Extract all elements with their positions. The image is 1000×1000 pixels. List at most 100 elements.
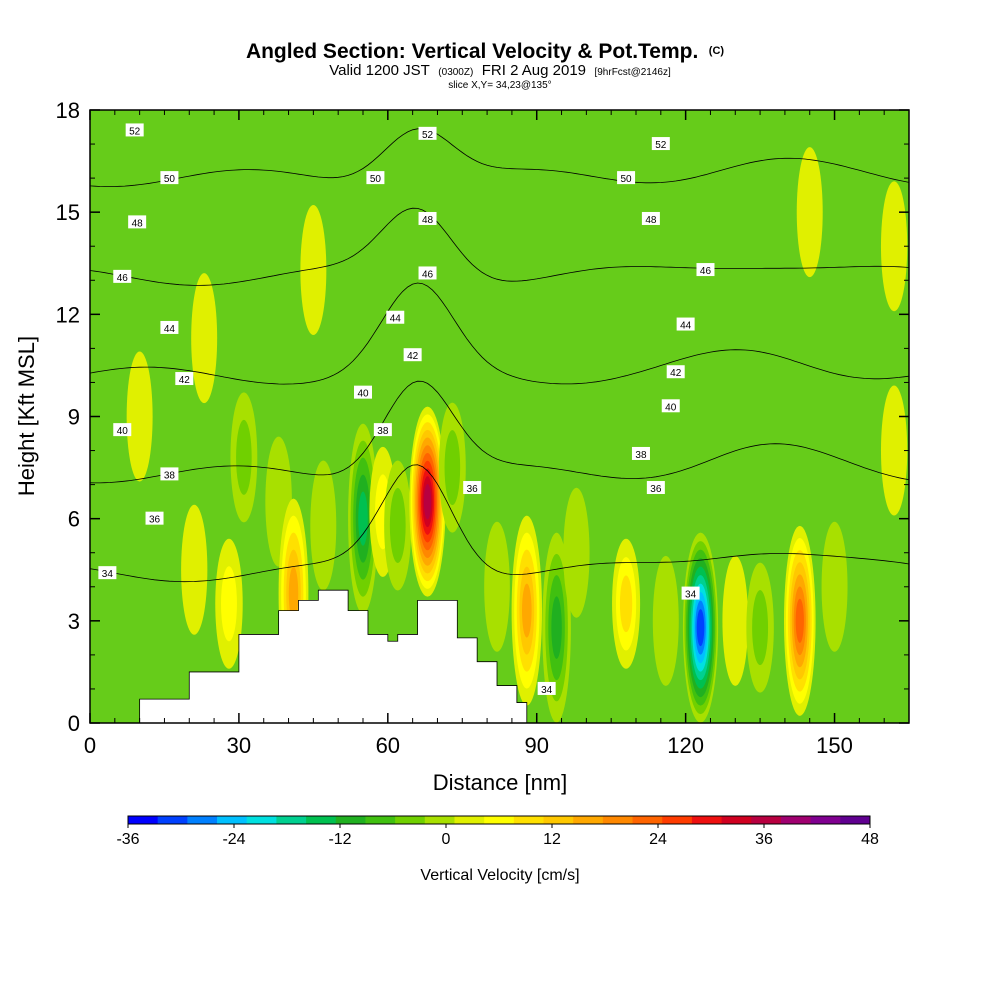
colorbar-swatch <box>691 816 723 824</box>
velocity-band <box>880 181 908 312</box>
y-tick-label: 9 <box>68 405 80 430</box>
isentrope-label-bg <box>160 320 179 334</box>
velocity-band <box>236 419 252 495</box>
velocity-cell <box>215 538 243 669</box>
colorbar-swatch <box>484 816 515 824</box>
isentrope-label-text: 42 <box>179 375 191 386</box>
colorbar-swatch <box>187 816 218 824</box>
colorbar-swatch <box>513 816 545 824</box>
isentrope-label: 34 <box>681 586 700 601</box>
colorbar-tick-label: 0 <box>442 831 451 848</box>
valid-time-utc: (0300Z) <box>438 67 473 78</box>
velocity-cell <box>783 525 816 716</box>
velocity-band <box>652 555 679 686</box>
velocity-band <box>221 566 237 642</box>
valid-time-date: FRI 2 Aug 2019 <box>482 62 586 79</box>
x-tick-label: 0 <box>84 733 96 758</box>
isentrope-label-text: 52 <box>129 126 141 137</box>
isentrope-label: 38 <box>160 467 179 481</box>
isentrope-label-text: 40 <box>665 402 677 413</box>
isentrope-label: 42 <box>403 348 422 362</box>
velocity-cell <box>409 406 446 597</box>
isentrope-label-text: 50 <box>370 174 382 185</box>
isentrope-label-bg <box>160 171 179 185</box>
isentrope-label-text: 44 <box>164 324 176 335</box>
isentrope-line <box>90 464 909 583</box>
terrain <box>139 589 528 723</box>
isentrope-label-text: 48 <box>645 215 657 226</box>
colorbar-swatch <box>306 816 337 824</box>
velocity-cell <box>652 555 679 686</box>
isentrope-label-bg <box>418 126 437 140</box>
velocity-cell <box>230 392 258 523</box>
velocity-cell <box>821 521 848 652</box>
isentrope-label-bg <box>666 365 685 379</box>
isentrope-label: 34 <box>537 681 556 696</box>
plot-area: 34 34 34 36 36 36 38 38 38 40 40 40 42 42 42 44 44 44 46 46… <box>89 109 910 724</box>
colorbar-swatch <box>840 816 871 824</box>
colorbar-swatch <box>157 816 188 824</box>
velocity-cell <box>563 487 590 618</box>
y-tick-label: 0 <box>68 711 80 736</box>
isentrope-label-bg <box>113 269 132 283</box>
isentrope-label-text: 48 <box>422 215 434 226</box>
isentrope-label-text: 50 <box>621 174 633 185</box>
colorbar-swatch <box>128 816 159 824</box>
isentrope-label: 40 <box>354 385 372 400</box>
velocity-cell <box>348 423 378 614</box>
isentrope-label-bg <box>373 423 392 437</box>
velocity-cell <box>722 555 749 686</box>
isentrope-label-bg <box>145 511 164 525</box>
velocity-cell <box>181 504 208 635</box>
isentrope-label-text: 38 <box>164 470 176 481</box>
colorbar-title: Vertical Velocity [cm/s] <box>420 867 579 884</box>
isentrope-label-bg <box>366 171 385 185</box>
colorbar-swatch <box>662 816 693 824</box>
isentrope-label-bg <box>160 467 179 481</box>
isentrope-label: 36 <box>646 481 665 495</box>
colorbar-swatch <box>751 816 782 824</box>
colorbar-swatch <box>217 816 248 824</box>
isentrope-label-text: 42 <box>670 368 682 379</box>
x-tick-label: 30 <box>227 733 251 758</box>
colorbar-frame <box>127 815 871 825</box>
velocity-band <box>551 596 562 659</box>
velocity-band <box>423 483 432 520</box>
terrain-silhouette <box>139 589 528 723</box>
x-axis-label: Distance [nm] <box>433 770 568 795</box>
isentrope-label-text: 44 <box>680 321 692 332</box>
velocity-cell <box>796 147 823 278</box>
x-tick-label: 150 <box>816 733 853 758</box>
velocity-band <box>521 583 532 638</box>
velocity-band <box>288 566 299 621</box>
colorbar-tick-label: 48 <box>861 831 879 848</box>
forecast-label: [9hrFcst@2146z] <box>594 67 671 78</box>
colorbar-swatch <box>543 816 574 824</box>
colorbar-swatch <box>602 816 634 824</box>
velocity-band <box>300 205 327 336</box>
isentrope-label: 40 <box>661 399 680 413</box>
isentrope-line <box>90 128 909 187</box>
chart-title: Angled Section: Vertical Velocity & Pot.… <box>246 40 724 63</box>
isentrope-label-bg <box>463 481 482 495</box>
isentrope-label-text: 34 <box>541 685 553 696</box>
velocity-band <box>191 273 218 404</box>
velocity-band <box>389 487 406 563</box>
velocity-band <box>696 609 705 647</box>
isentrope-label-bg <box>631 446 650 460</box>
velocity-cell <box>612 538 641 669</box>
isentrope-label-text: 36 <box>650 484 662 495</box>
isentrope-label-bg <box>676 317 695 331</box>
velocity-band <box>358 491 368 546</box>
colorbar-tick-label: -36 <box>116 831 139 848</box>
velocity-band <box>181 504 208 635</box>
isentrope-label: 38 <box>373 423 392 437</box>
isentrope-label-text: 46 <box>422 269 434 280</box>
isentrope-label-bg <box>403 348 422 362</box>
colorbar-tick-label: 12 <box>543 831 561 848</box>
colorbar-swatch <box>721 816 752 824</box>
isentrope-label-bg <box>651 137 670 151</box>
isentrope-label: 48 <box>128 215 147 229</box>
velocity-band <box>880 385 908 516</box>
